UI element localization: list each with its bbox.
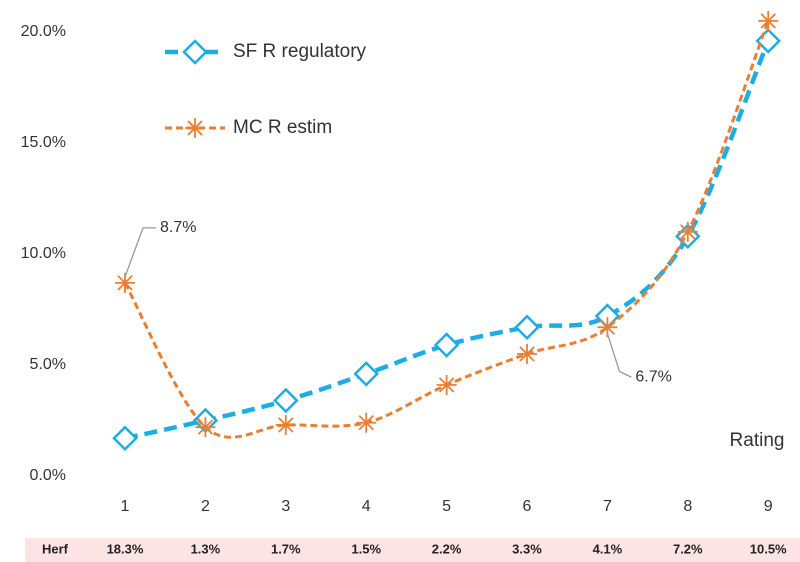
legend-label: SF R regulatory — [233, 41, 367, 62]
marker-asterisk — [115, 272, 135, 293]
herf-value: 7.2% — [673, 541, 703, 556]
series-line — [124, 40, 771, 441]
herf-label: Herf — [42, 541, 69, 556]
herf-value: 10.5% — [750, 541, 787, 556]
y-tick-label: 15.0% — [21, 134, 66, 151]
marker-asterisk — [436, 374, 457, 395]
herf-value: 1.5% — [351, 541, 381, 556]
y-tick-label: 0.0% — [30, 467, 66, 484]
marker-asterisk — [677, 221, 698, 242]
legend-label: MC R estim — [233, 117, 332, 138]
y-tick-label: 5.0% — [30, 356, 66, 373]
x-axis-label: Rating — [730, 430, 785, 451]
herf-value: 18.3% — [107, 541, 144, 556]
y-tick-label: 10.0% — [21, 245, 66, 262]
leader-line — [606, 333, 632, 378]
marker-diamond — [755, 28, 781, 54]
marker-asterisk — [597, 317, 618, 338]
leader-line — [124, 227, 156, 278]
marker-diamond — [353, 361, 379, 387]
marker-diamond — [273, 387, 299, 414]
herf-value: 3.3% — [512, 541, 542, 556]
marker-asterisk — [758, 10, 779, 31]
marker-asterisk — [517, 343, 537, 364]
marker-diamond — [112, 425, 138, 452]
x-tick-label: 9 — [764, 498, 773, 515]
y-tick-label: 20.0% — [21, 23, 66, 40]
herf-value: 2.2% — [432, 541, 462, 556]
marker-asterisk — [356, 412, 377, 433]
data-label: 6.7% — [635, 368, 671, 385]
x-tick-label: 6 — [523, 498, 532, 515]
herf-value: 1.7% — [271, 541, 301, 556]
data-label: 8.7% — [160, 219, 196, 236]
herf-band — [25, 538, 800, 562]
marker-diamond — [182, 39, 208, 65]
marker-asterisk — [195, 417, 216, 438]
x-tick-label: 5 — [442, 498, 451, 515]
marker-asterisk — [185, 118, 205, 138]
x-tick-label: 1 — [121, 498, 130, 515]
x-tick-label: 2 — [201, 498, 210, 515]
marker-diamond — [514, 314, 540, 341]
herf-row: Herf 18.3% 1.3% 1.7% 1.5% 2.2% 3.3% 4.1% 7.2% 10.… — [42, 541, 787, 556]
x-tick-label: 3 — [281, 498, 290, 515]
herf-value: 4.1% — [593, 541, 623, 556]
x-tick-label: 4 — [362, 498, 371, 515]
marker-asterisk — [275, 414, 296, 435]
x-tick-label: 7 — [603, 498, 612, 515]
herf-value: 1.3% — [191, 541, 221, 556]
marker-diamond — [433, 332, 460, 358]
x-tick-label: 8 — [683, 498, 692, 515]
